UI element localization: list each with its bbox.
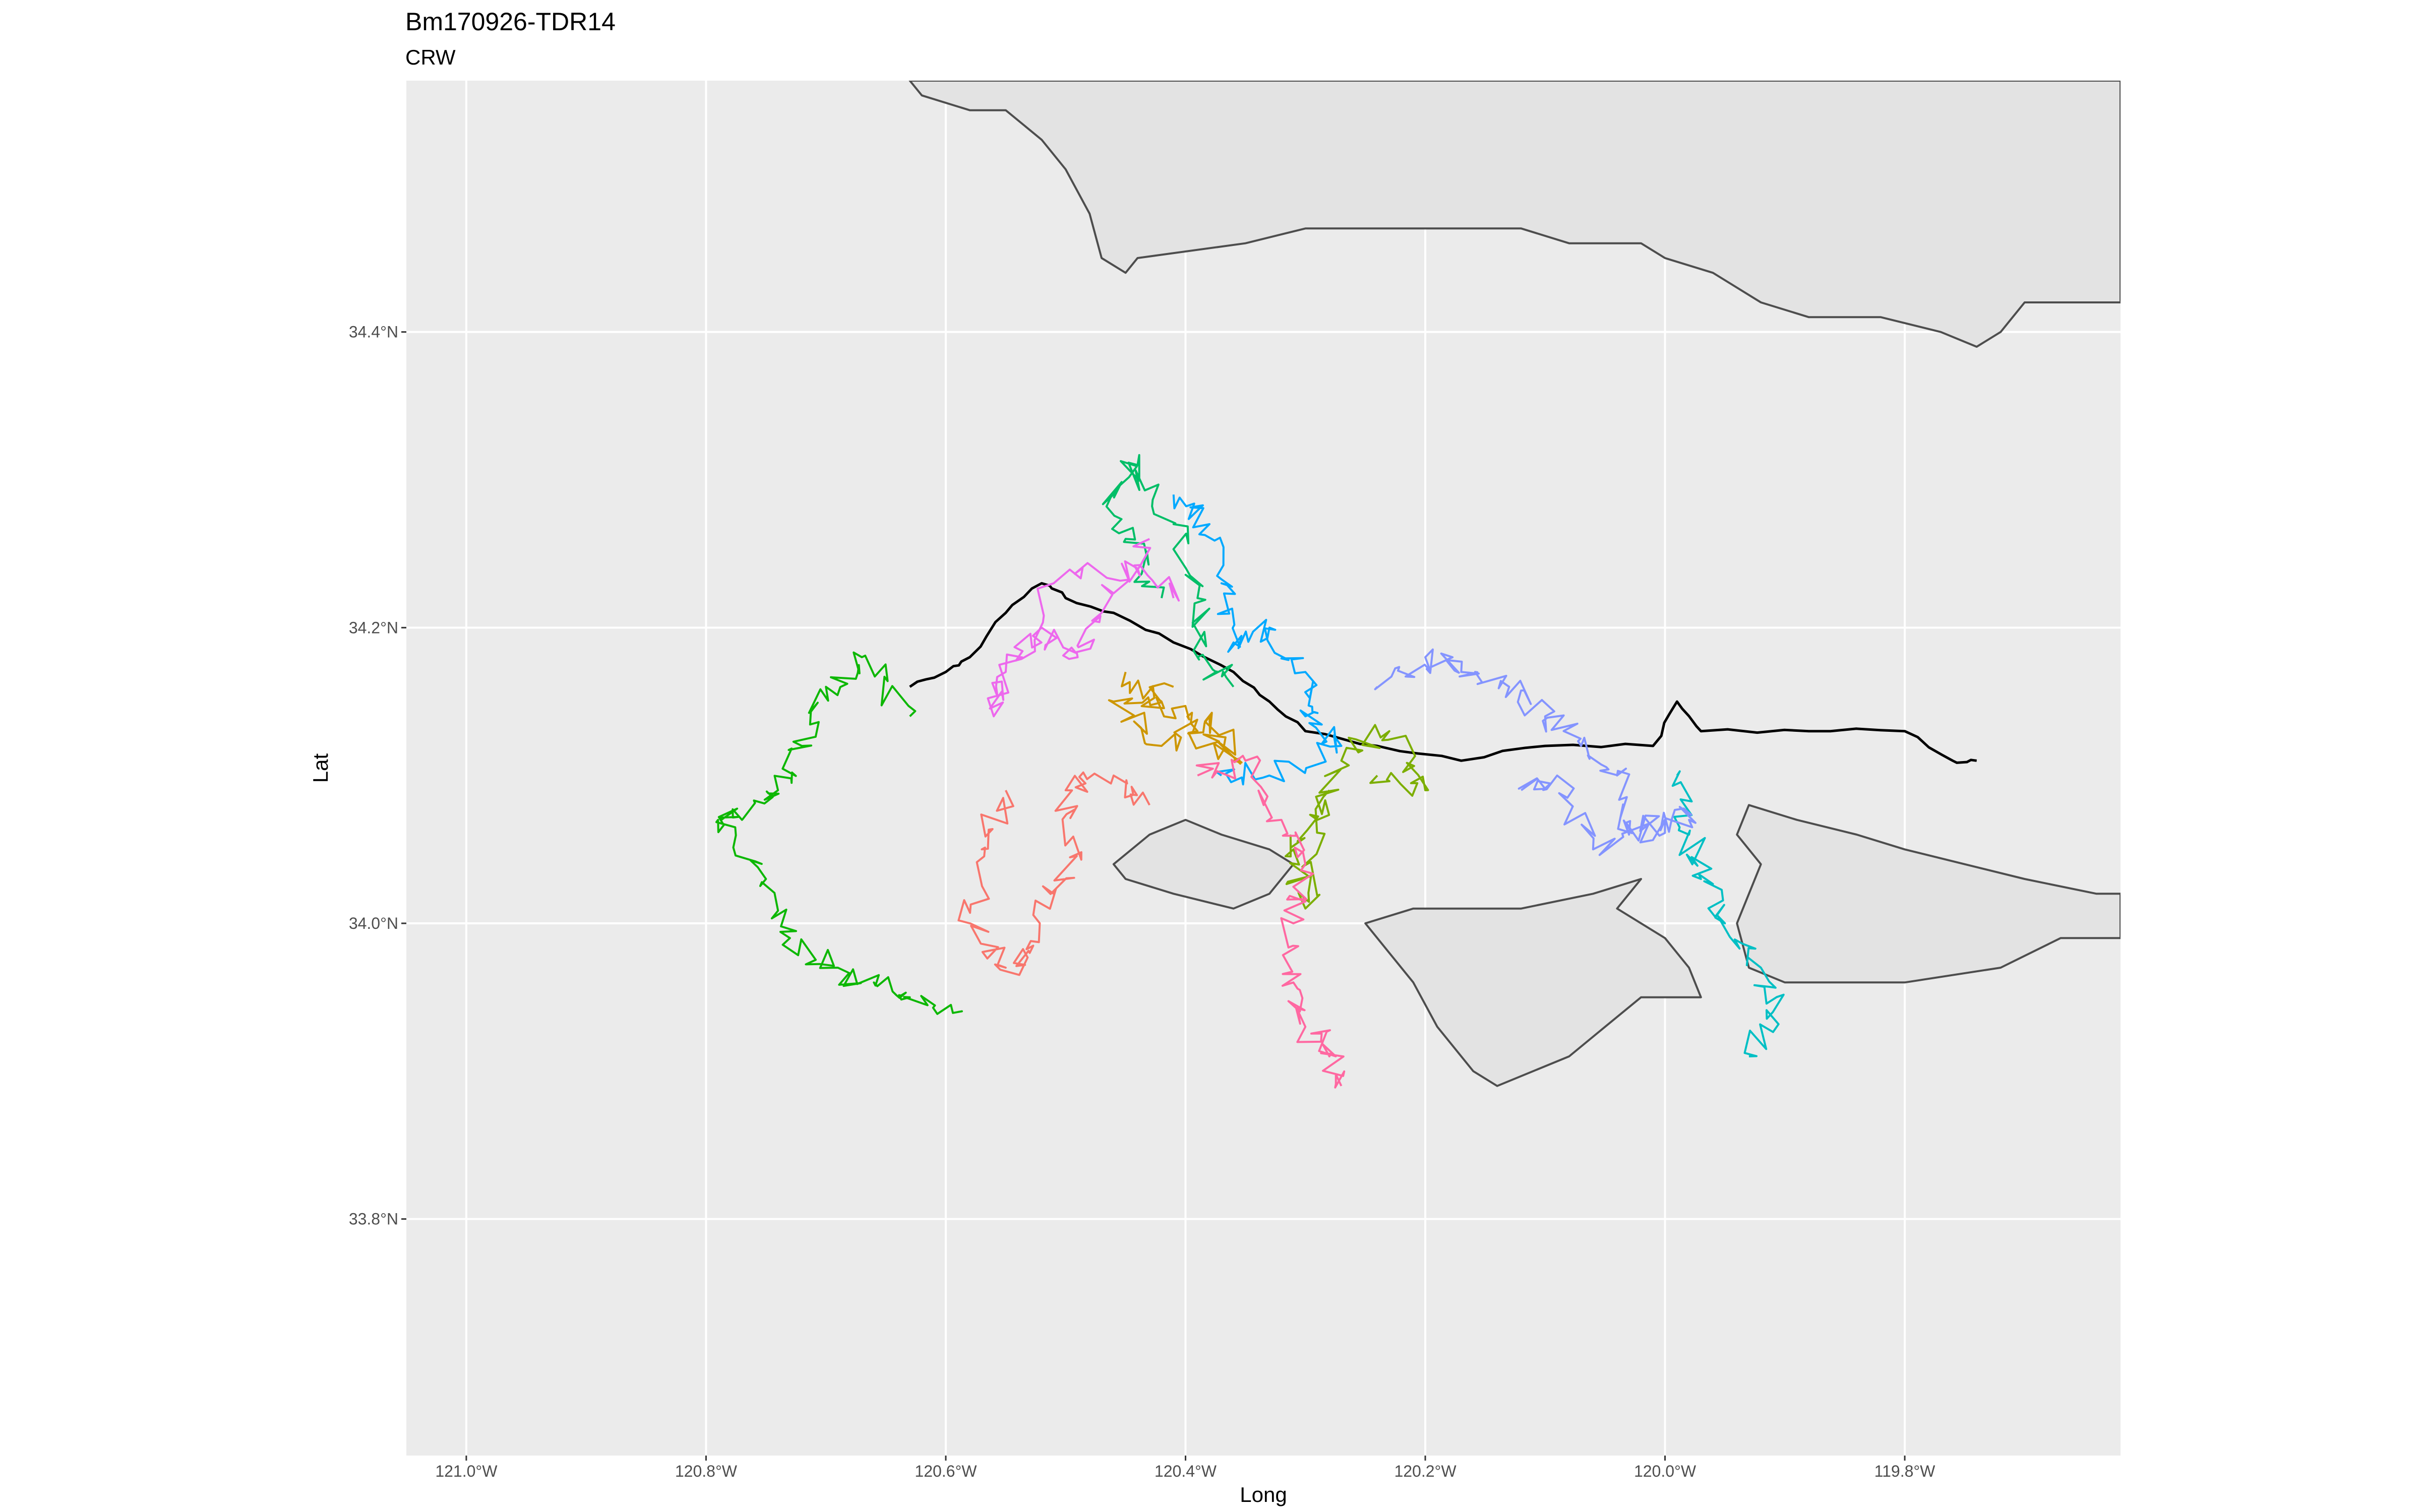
- y-axis-ticks: 33.8°N 34.0°N 34.2°N 34.4°N: [349, 323, 406, 1228]
- simulated-track-line-2: [1108, 671, 1243, 765]
- y-tick-label: 34.0°N: [349, 914, 398, 932]
- simulated-track-line-9: [987, 538, 1180, 718]
- x-tick-label: 121.0°W: [435, 1462, 498, 1480]
- land-polygons: [909, 81, 2121, 1087]
- simulated-track-line-5: [1102, 454, 1235, 687]
- chart-title: Bm170926-TDR14: [405, 8, 616, 36]
- y-tick-label: 33.8°N: [349, 1210, 398, 1228]
- x-tick-label: 120.4°W: [1155, 1462, 1217, 1480]
- simulated-track-line-7: [1172, 494, 1343, 786]
- x-axis-title: Long: [1240, 1483, 1287, 1506]
- land-mainland: [909, 81, 2121, 348]
- chart-subtitle: CRW: [405, 45, 456, 69]
- y-axis-title: Lat: [309, 753, 332, 783]
- simulated-track-line-4: [715, 651, 963, 1015]
- x-axis-ticks: 121.0°W 120.8°W 120.6°W 120.4°W 120.2°W 120.0…: [435, 1456, 1935, 1480]
- simulated-track-line-6: [1671, 770, 1785, 1057]
- y-tick-label: 34.4°N: [349, 323, 398, 341]
- observed-track-line: [909, 582, 1977, 764]
- simulated-track-line-1: [957, 771, 1151, 976]
- y-tick-label: 34.2°N: [349, 618, 398, 637]
- track-lines: [715, 454, 1977, 1089]
- x-tick-label: 120.8°W: [675, 1462, 738, 1480]
- x-tick-label: 120.2°W: [1394, 1462, 1457, 1480]
- land-santa-rosa-island: [1364, 878, 1702, 1087]
- land-santa-cruz-island: [1736, 804, 2121, 984]
- x-tick-label: 120.6°W: [915, 1462, 977, 1480]
- x-tick-label: 120.0°W: [1634, 1462, 1697, 1480]
- simulated-track-line-8: [1374, 648, 1697, 856]
- simulated-track-line-10: [1195, 754, 1346, 1089]
- x-tick-label: 119.8°W: [1874, 1462, 1936, 1480]
